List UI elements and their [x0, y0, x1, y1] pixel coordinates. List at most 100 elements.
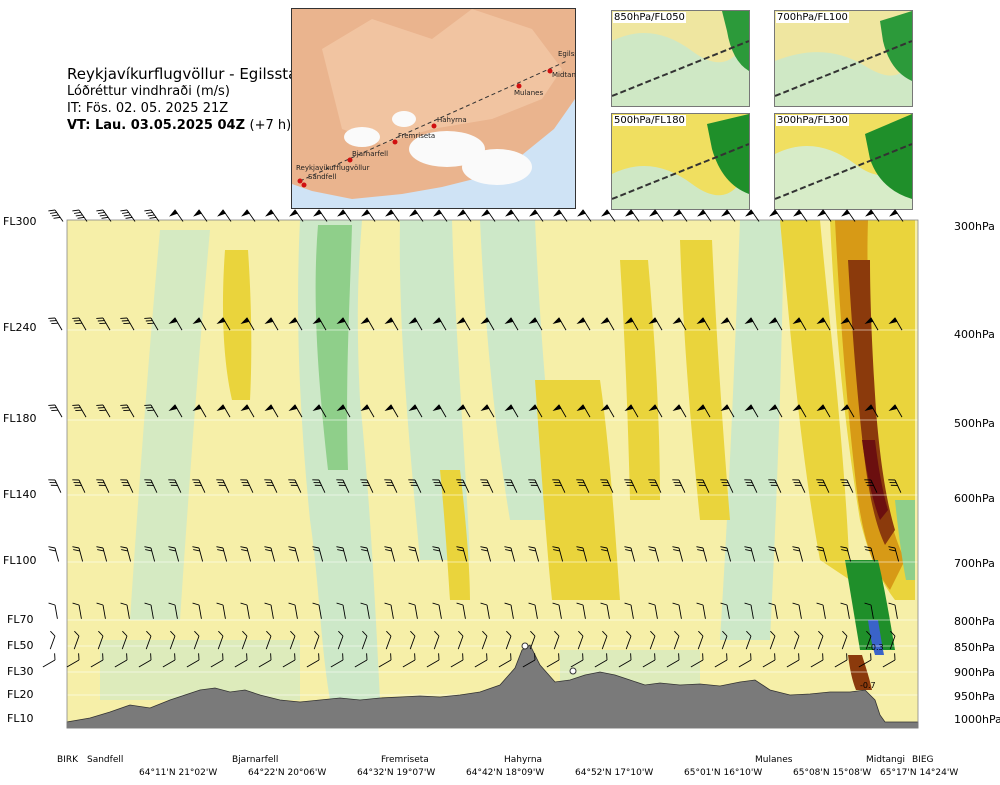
- wind-barb: [624, 404, 639, 418]
- wind-barb: [120, 209, 136, 222]
- wind-barb: [408, 404, 423, 418]
- glacier-south: [409, 131, 485, 167]
- wind-barb: [625, 209, 640, 222]
- thumbnail-850-image: [612, 11, 749, 106]
- glacier-hofsjokull: [392, 111, 416, 127]
- level-left-1: FL240: [3, 321, 37, 334]
- wind-barb: [96, 479, 110, 493]
- wind-barb: [648, 479, 662, 493]
- map-point-midtangi: [547, 68, 553, 74]
- wind-barb: [312, 404, 327, 418]
- peak-marker-hahyrna: [521, 642, 529, 650]
- wind-barb: [673, 209, 688, 222]
- wind-barb: [138, 653, 152, 668]
- wind-barb: [889, 209, 904, 222]
- wind-barb: [817, 209, 832, 222]
- wind-barb: [553, 630, 560, 650]
- wind-barb: [384, 404, 399, 418]
- thumbnail-500-label: 500hPa/FL180: [613, 115, 686, 126]
- wind-barb: [144, 546, 156, 562]
- wind-barb: [264, 546, 276, 562]
- wind-barb: [528, 479, 542, 493]
- wind-barb: [769, 209, 784, 222]
- wind-barb: [834, 653, 848, 668]
- wind-barb: [762, 653, 776, 668]
- issue-time: IT: Fös. 02. 05. 2025 21Z: [67, 101, 229, 116]
- map-label-hahyrna: Hahyrna: [437, 116, 467, 124]
- wind-barb: [601, 209, 616, 222]
- thumbnail-700[interactable]: 700hPa/FL100: [774, 10, 913, 107]
- wind-barb: [240, 317, 255, 331]
- station-bieg: BIEG: [912, 755, 934, 765]
- wind-barb: [169, 209, 184, 222]
- wind-barb: [360, 479, 374, 493]
- wind-barb: [480, 546, 492, 562]
- wind-barb: [666, 653, 680, 668]
- wind-barb: [120, 317, 135, 331]
- field-brown-low: [848, 655, 872, 690]
- thumbnail-300[interactable]: 300hPa/FL300: [774, 113, 913, 210]
- wind-barb: [120, 479, 134, 493]
- wind-barb: [312, 479, 326, 493]
- wind-barb: [241, 630, 248, 650]
- wind-barb: [337, 209, 352, 222]
- wind-barb: [336, 404, 351, 418]
- wind-barb: [408, 546, 420, 562]
- peak-marker-2: [569, 667, 577, 675]
- wind-barb: [48, 404, 63, 418]
- wind-barb: [210, 653, 224, 668]
- level-left-9: FL10: [7, 712, 34, 725]
- wind-barb: [649, 630, 656, 650]
- wind-barb: [792, 479, 806, 493]
- wind-barb: [193, 630, 200, 650]
- wind-barb: [889, 630, 896, 650]
- thumbnail-850[interactable]: 850hPa/FL050: [611, 10, 750, 107]
- wind-barb: [192, 479, 206, 493]
- coord-0: 64°11'N 21°02'W: [139, 768, 218, 778]
- wind-barb: [552, 317, 567, 331]
- thumbnail-500[interactable]: 500hPa/FL180: [611, 113, 750, 210]
- wind-barb: [858, 653, 872, 668]
- wind-barb: [49, 630, 56, 650]
- wind-barb: [258, 653, 272, 668]
- wind-barb: [456, 404, 471, 418]
- wind-barb: [336, 317, 351, 331]
- wind-barb: [816, 546, 828, 562]
- wind-barb: [241, 209, 256, 222]
- wind-barb: [642, 653, 656, 668]
- wind-barb: [528, 546, 540, 562]
- wind-barb: [744, 546, 756, 562]
- wind-barb: [48, 602, 58, 619]
- map-point-birk: [297, 178, 303, 184]
- wind-barb: [361, 630, 368, 650]
- wind-barb: [288, 602, 298, 619]
- valid-time-offset: (+7 h): [249, 118, 292, 133]
- wind-barb: [552, 546, 564, 562]
- wind-barb: [672, 317, 687, 331]
- level-right-1: 400hPa: [954, 328, 995, 341]
- wind-barb: [792, 546, 804, 562]
- wind-barb: [690, 653, 704, 668]
- thumbnail-300-image: [775, 114, 912, 209]
- wind-barb: [144, 479, 158, 493]
- highland-shade: [322, 9, 562, 144]
- wind-barb: [576, 404, 591, 418]
- wind-barb: [48, 479, 62, 493]
- wind-barb: [192, 546, 204, 562]
- wind-barb: [120, 546, 132, 562]
- field-darkred-core: [862, 440, 888, 520]
- wind-barb: [840, 317, 855, 331]
- wind-barb: [330, 653, 344, 668]
- valid-time-main: VT: Lau. 03.05.2025 04Z: [67, 118, 246, 133]
- wind-barb: [288, 479, 302, 493]
- wind-barb: [474, 653, 488, 668]
- wind-barb: [240, 404, 255, 418]
- wind-barb: [864, 404, 879, 418]
- wind-barb: [169, 630, 176, 650]
- level-right-9: 1000hPa: [954, 713, 1000, 726]
- level-left-3: FL140: [3, 488, 37, 501]
- wind-barb: [577, 630, 584, 650]
- wind-barb: [745, 209, 760, 222]
- wind-barb: [882, 653, 896, 668]
- wind-barb: [624, 317, 639, 331]
